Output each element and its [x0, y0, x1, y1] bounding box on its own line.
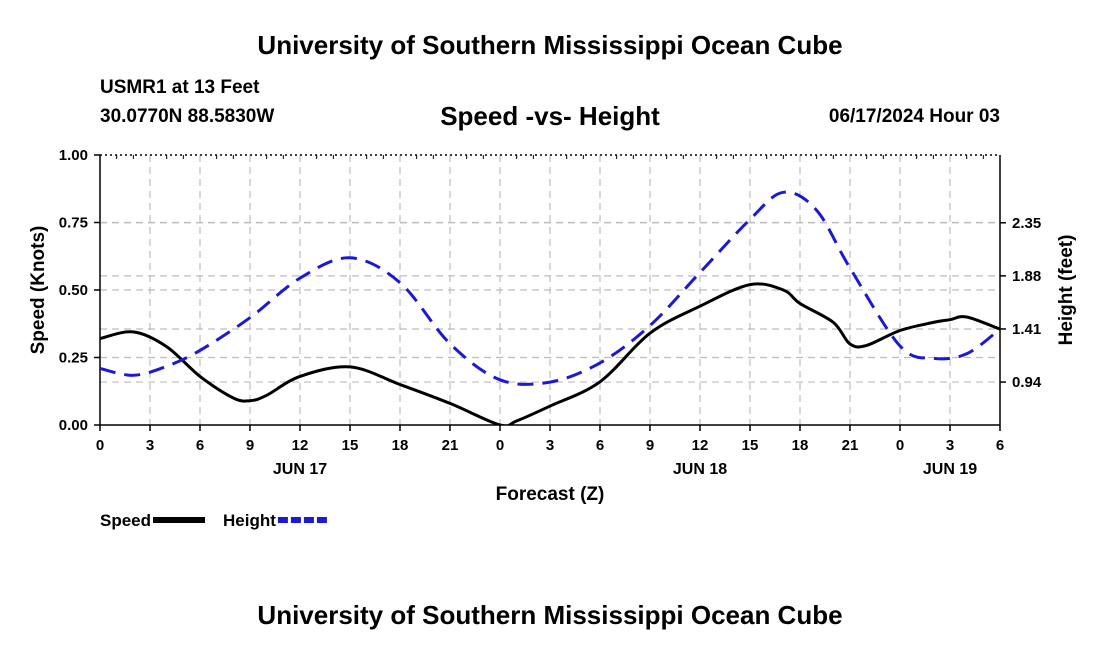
x-tick-label: 6: [196, 437, 204, 454]
day-label: JUN 19: [923, 461, 977, 478]
y2-tick-label: 1.41: [1012, 321, 1041, 338]
x-tick-label: 15: [742, 437, 759, 454]
x-tick-label: 21: [842, 437, 859, 454]
x-tick-label: 0: [96, 437, 104, 454]
station-coordinates: 30.0770N 88.5830W: [100, 106, 275, 127]
x-tick-label: 6: [596, 437, 604, 454]
y-tick-label: 0.50: [59, 282, 88, 299]
x-tick-label: 0: [496, 437, 504, 454]
legend-label-height: Height: [223, 511, 276, 530]
x-tick-label: 3: [146, 437, 154, 454]
x-tick-label: 3: [946, 437, 954, 454]
x-tick-label: 15: [342, 437, 359, 454]
x-tick-label: 21: [442, 437, 459, 454]
x-tick-label: 9: [646, 437, 654, 454]
y2-tick-label: 2.35: [1012, 215, 1041, 232]
x-tick-label: 0: [896, 437, 904, 454]
day-label: JUN 18: [673, 461, 727, 478]
y-axis-title: Speed (Knots): [28, 226, 49, 355]
x-tick-label: 12: [692, 437, 709, 454]
x-tick-label: 12: [292, 437, 309, 454]
y-tick-label: 0.75: [59, 215, 88, 232]
chart-subtitle: Speed -vs- Height: [440, 101, 660, 131]
x-tick-label: 9: [246, 437, 254, 454]
legend-label-speed: Speed: [100, 511, 151, 530]
station-label: USMR1 at 13 Feet: [100, 77, 260, 98]
x-tick-label: 3: [546, 437, 554, 454]
footer-title: University of Southern Mississippi Ocean…: [257, 600, 843, 630]
x-tick-label: 18: [792, 437, 809, 454]
series-line-speed: [100, 282, 1000, 425]
x-tick-label: 18: [392, 437, 409, 454]
x-tick-label: 6: [996, 437, 1004, 454]
y2-axis-title: Height (feet): [1056, 235, 1077, 346]
page-title: University of Southern Mississippi Ocean…: [257, 30, 843, 60]
forecast-datetime: 06/17/2024 Hour 03: [828, 106, 1000, 127]
y2-tick-label: 1.88: [1012, 268, 1041, 285]
y-tick-label: 0.25: [59, 350, 88, 367]
y-tick-label: 0.00: [59, 417, 88, 434]
y2-tick-label: 0.94: [1012, 374, 1042, 391]
x-axis-title: Forecast (Z): [496, 484, 605, 505]
day-label: JUN 17: [273, 461, 327, 478]
y-tick-label: 1.00: [59, 147, 88, 164]
